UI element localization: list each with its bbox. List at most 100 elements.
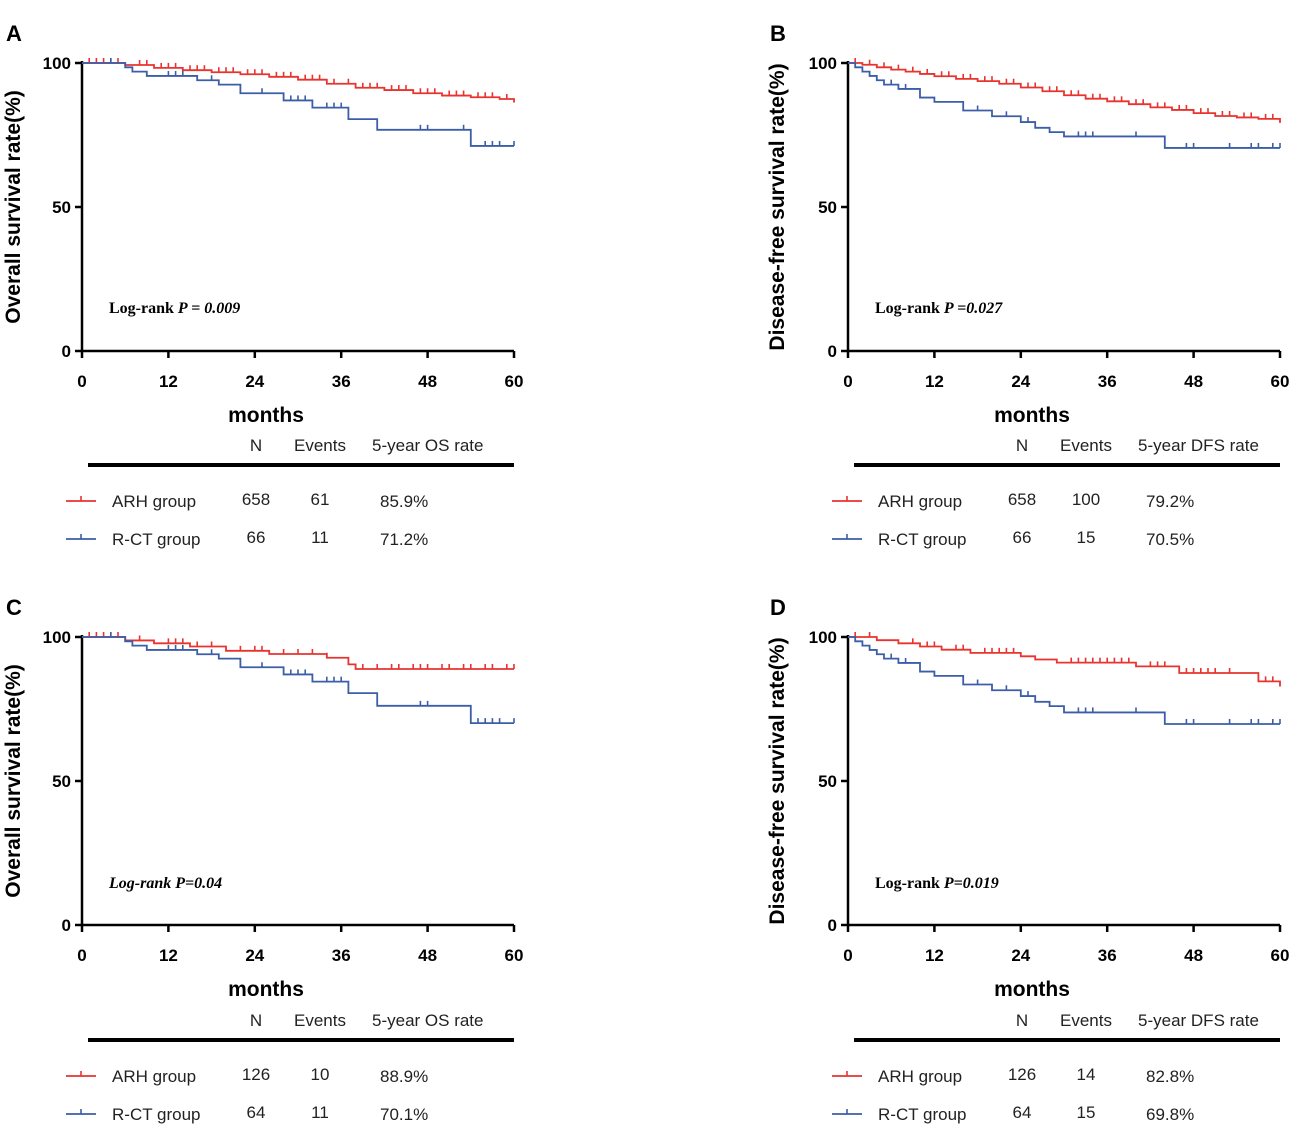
- table-header-rate: 5-year DFS rate: [1138, 436, 1259, 455]
- y-axis-label: Disease-free survival rate(%): [766, 63, 789, 350]
- logrank-annotation: Log-rank P=0.04: [108, 875, 222, 892]
- table-header-events: Events: [1060, 1011, 1112, 1030]
- x-tick-label: 24: [1011, 946, 1030, 965]
- x-tick-label: 0: [77, 946, 86, 965]
- logrank-p-value: P =0.027: [943, 300, 1003, 317]
- table-header-rate: 5-year DFS rate: [1138, 1011, 1259, 1030]
- table-header-events: Events: [294, 1011, 346, 1030]
- panel-c: C Overall survival rate(%) 0 50 100 0 12 24 36 48…: [2, 595, 523, 1124]
- y-tick-label: 0: [828, 916, 837, 935]
- legend-label: R-CT group: [878, 1105, 967, 1124]
- y-tick-label: 50: [52, 198, 71, 217]
- legend-label: ARH group: [112, 1067, 196, 1086]
- logrank-annotation: Log-rank P = 0.009: [109, 300, 240, 317]
- x-tick-label: 24: [1011, 372, 1030, 391]
- legend-label: ARH group: [878, 1067, 962, 1086]
- x-tick-label: 60: [505, 946, 524, 965]
- y-tick-label: 50: [818, 198, 837, 217]
- panel-b: B Disease-free survival rate(%) 0 50 100 0 12 2…: [766, 21, 1289, 549]
- x-tick-label: 48: [418, 372, 437, 391]
- survival-curve-arh: [848, 62, 1281, 123]
- table-cell-rate: 85.9%: [380, 492, 428, 511]
- table-cell-events: 14: [1077, 1065, 1096, 1084]
- logrank-prefix: Log-rank: [875, 875, 944, 892]
- legend-label: R-CT group: [112, 530, 201, 549]
- table-cell-n: 66: [1013, 528, 1032, 547]
- table-cell-n: 658: [242, 490, 270, 509]
- x-axis-label: months: [994, 978, 1070, 1001]
- table-cell-events: 100: [1072, 490, 1100, 509]
- x-tick-label: 24: [245, 372, 264, 391]
- survival-curve-rct: [848, 62, 1280, 149]
- x-tick-label: 12: [925, 946, 944, 965]
- x-axis-label: months: [228, 978, 304, 1001]
- panel-letter: B: [770, 21, 786, 46]
- x-tick-label: 0: [843, 372, 852, 391]
- x-tick-label: 12: [925, 372, 944, 391]
- legend-label: ARH group: [878, 492, 962, 511]
- table-cell-rate: 79.2%: [1146, 492, 1194, 511]
- table-header-n: N: [1016, 436, 1028, 455]
- y-tick-label: 50: [818, 772, 837, 791]
- x-tick-label: 12: [159, 372, 178, 391]
- table-cell-events: 15: [1077, 1103, 1096, 1122]
- panel-letter: C: [6, 595, 22, 620]
- x-tick-label: 60: [505, 372, 524, 391]
- logrank-text: Log-rank P=0.04: [108, 875, 222, 892]
- x-tick-label: 48: [418, 946, 437, 965]
- logrank-p-value: P=0.019: [943, 875, 999, 892]
- x-tick-label: 36: [332, 946, 351, 965]
- y-tick-label: 0: [828, 342, 837, 361]
- table-cell-events: 11: [311, 1103, 329, 1122]
- survival-curve-rct: [82, 62, 514, 147]
- x-axis-label: months: [228, 404, 304, 427]
- table-header-n: N: [250, 1011, 262, 1030]
- table-cell-rate: 69.8%: [1146, 1105, 1194, 1124]
- logrank-prefix: Log-rank: [875, 300, 944, 317]
- table-header-n: N: [1016, 1011, 1028, 1030]
- x-tick-label: 36: [1098, 946, 1117, 965]
- table-header-rate: 5-year OS rate: [372, 1011, 484, 1030]
- table-cell-rate: 70.5%: [1146, 530, 1194, 549]
- x-tick-label: 60: [1271, 372, 1290, 391]
- table-cell-events: 61: [311, 490, 330, 509]
- logrank-prefix: Log-rank: [109, 300, 178, 317]
- legend-label: R-CT group: [878, 530, 967, 549]
- y-axis-label: Disease-free survival rate(%): [766, 637, 789, 924]
- table-header-rate: 5-year OS rate: [372, 436, 484, 455]
- survival-curve-rct: [848, 636, 1280, 725]
- table-cell-events: 15: [1077, 528, 1096, 547]
- y-axis-label: Overall survival rate(%): [2, 664, 25, 897]
- legend-label: ARH group: [112, 492, 196, 511]
- table-cell-n: 64: [247, 1103, 266, 1122]
- y-tick-label: 50: [52, 772, 71, 791]
- panel-d: D Disease-free survival rate(%) 0 50 100 0 12 2…: [766, 595, 1289, 1124]
- survival-curve-arh: [82, 636, 514, 670]
- table-header-events: Events: [1060, 436, 1112, 455]
- y-tick-label: 0: [62, 342, 71, 361]
- x-tick-label: 24: [245, 946, 264, 965]
- table-cell-rate: 70.1%: [380, 1105, 428, 1124]
- x-tick-label: 48: [1184, 946, 1203, 965]
- panel-letter: D: [770, 595, 786, 620]
- survival-curve-rct: [82, 636, 514, 725]
- table-cell-n: 64: [1013, 1103, 1032, 1122]
- logrank-p-value: P = 0.009: [177, 300, 240, 317]
- x-tick-label: 12: [159, 946, 178, 965]
- x-axis-label: months: [994, 404, 1070, 427]
- table-cell-n: 126: [242, 1065, 270, 1084]
- table-cell-rate: 88.9%: [380, 1067, 428, 1086]
- table-cell-rate: 82.8%: [1146, 1067, 1194, 1086]
- table-cell-events: 11: [311, 528, 329, 547]
- survival-curve-arh: [82, 62, 515, 103]
- table-cell-events: 10: [311, 1065, 330, 1084]
- x-tick-label: 36: [332, 372, 351, 391]
- logrank-annotation: Log-rank P=0.019: [875, 875, 999, 892]
- y-tick-label: 0: [62, 916, 71, 935]
- y-axis-label: Overall survival rate(%): [2, 90, 25, 323]
- y-tick-label: 100: [809, 628, 837, 647]
- y-tick-label: 100: [43, 628, 71, 647]
- table-cell-rate: 71.2%: [380, 530, 428, 549]
